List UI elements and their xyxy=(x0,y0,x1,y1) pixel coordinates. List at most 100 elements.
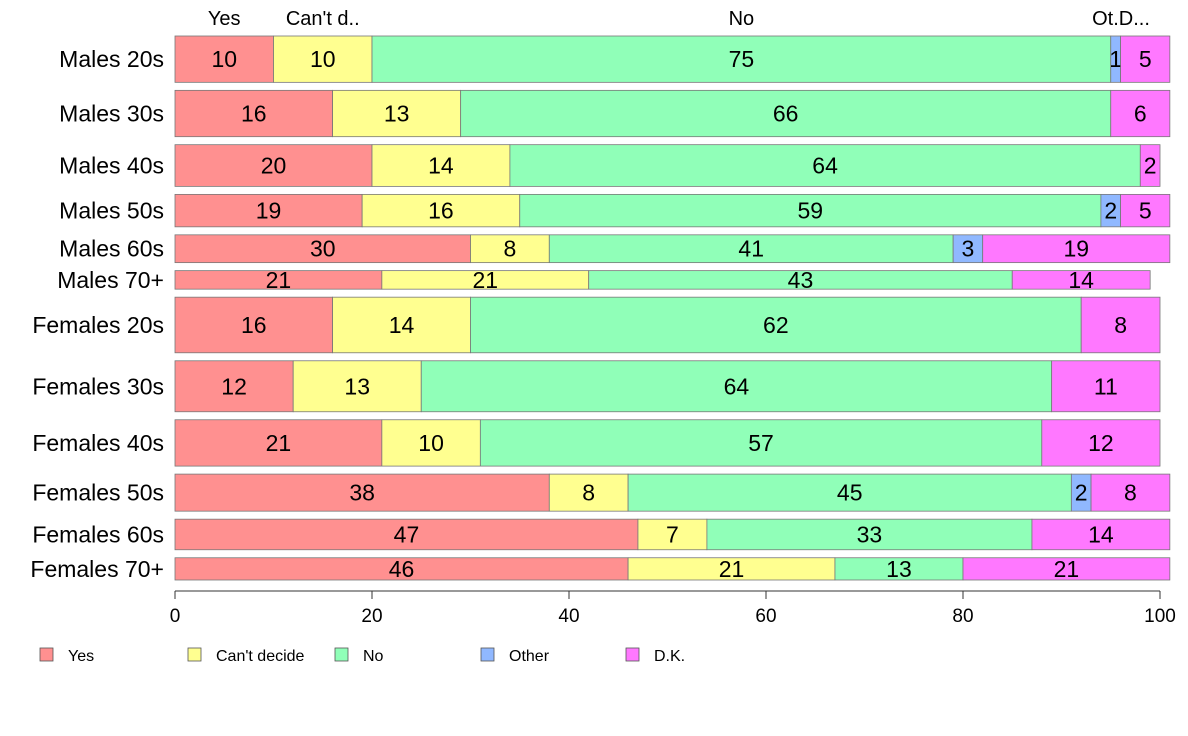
bar-segment-d-k xyxy=(1051,360,1161,413)
data-label: 41 xyxy=(738,236,764,262)
data-label: 75 xyxy=(729,46,755,72)
bar-row-females-70: 46 21 13 21 xyxy=(174,556,1171,582)
data-label: 1 xyxy=(1109,46,1122,72)
bar-segment-no xyxy=(627,473,1072,512)
top-series-label: Ot.D... xyxy=(1092,8,1150,30)
bar-row-males-30s: 16 13 66 6 xyxy=(174,89,1171,138)
bar-segment-d-k xyxy=(1041,419,1161,467)
data-label: 6 xyxy=(1134,101,1147,127)
data-label: 14 xyxy=(389,312,415,338)
legend-label: Other xyxy=(509,648,550,665)
data-label: 2 xyxy=(1075,480,1088,506)
data-label: 66 xyxy=(773,101,799,127)
category-label: Males 30s xyxy=(59,101,164,127)
legend-label: D.K. xyxy=(654,648,685,665)
data-label: 21 xyxy=(719,556,745,582)
data-label: 59 xyxy=(798,198,824,224)
category-label: Males 40s xyxy=(59,153,164,179)
data-label: 14 xyxy=(1088,521,1114,547)
data-label: 5 xyxy=(1139,46,1152,72)
data-label: 11 xyxy=(1094,373,1118,399)
bar-row-females-20s: 16 14 62 8 xyxy=(174,296,1161,354)
legend-item-no: No xyxy=(334,647,384,665)
x-tick-label: 0 xyxy=(170,606,181,627)
bar-segment-no xyxy=(420,360,1053,413)
x-tick-label: 80 xyxy=(952,606,973,627)
x-tick-label: 20 xyxy=(361,606,382,627)
bar-segment-yes xyxy=(174,89,334,138)
x-tick-label: 60 xyxy=(755,606,776,627)
data-label: 13 xyxy=(886,556,912,582)
data-label: 10 xyxy=(310,46,336,72)
bar-segment-other xyxy=(952,234,984,264)
data-label: 19 xyxy=(1063,236,1089,262)
category-label: Females 60s xyxy=(32,521,164,547)
top-series-label: Yes xyxy=(208,8,241,30)
bar-segment-yes xyxy=(174,35,274,83)
data-label: 12 xyxy=(221,373,247,399)
bar-segment-no xyxy=(519,193,1102,228)
data-label: 62 xyxy=(763,312,789,338)
data-label: 21 xyxy=(1054,556,1080,582)
data-label: 64 xyxy=(812,153,838,179)
legend-swatch xyxy=(334,647,349,662)
x-tick-label: 100 xyxy=(1144,606,1176,627)
bar-row-males-40s: 20 14 64 2 xyxy=(174,144,1161,187)
data-label: 30 xyxy=(310,236,336,262)
data-label: 16 xyxy=(428,198,454,224)
bar-segment-can-t-decide xyxy=(371,144,511,187)
bar-segment-can-t-decide xyxy=(332,89,462,138)
data-label: 13 xyxy=(384,101,410,127)
legend-label: Can't decide xyxy=(216,648,305,665)
bar-row-males-60s: 30 8 41 3 19 xyxy=(174,234,1171,264)
category-label: Males 50s xyxy=(59,198,164,224)
bar-segment-d-k xyxy=(1080,296,1161,354)
category-label: Females 20s xyxy=(32,312,164,338)
bar-segment-no xyxy=(509,144,1141,187)
bar-segment-yes xyxy=(174,193,363,228)
legend-item-other: Other xyxy=(480,647,550,665)
data-label: 3 xyxy=(962,236,975,262)
bar-segment-no xyxy=(470,296,1082,354)
data-label: 8 xyxy=(1114,312,1127,338)
data-label: 16 xyxy=(241,312,267,338)
legend-swatch xyxy=(187,647,202,662)
bar-segment-d-k xyxy=(1139,144,1161,187)
category-label: Females 50s xyxy=(32,480,164,506)
data-label: 46 xyxy=(389,556,415,582)
data-label: 33 xyxy=(857,521,883,547)
bar-row-females-40s: 21 10 57 12 xyxy=(174,419,1161,467)
data-label: 10 xyxy=(211,46,237,72)
data-label: 21 xyxy=(472,267,498,293)
bars: 10 10 75 1 516 13 66 620 14 64 219 16 59 2 530 8 41 3 1921… xyxy=(174,35,1171,582)
bar-segment-d-k xyxy=(1120,193,1171,228)
legend-label: Yes xyxy=(68,648,94,665)
data-label: 43 xyxy=(788,267,814,293)
bar-segment-d-k xyxy=(982,234,1171,264)
bar-segment-yes xyxy=(174,473,550,512)
data-label: 57 xyxy=(748,430,774,456)
legend-label: No xyxy=(363,648,384,665)
data-label: 14 xyxy=(428,153,454,179)
legend-swatch xyxy=(39,647,54,662)
data-label: 19 xyxy=(256,198,282,224)
data-label: 64 xyxy=(724,373,750,399)
category-label: Females 70+ xyxy=(30,556,164,582)
legend-item-yes: Yes xyxy=(39,647,94,665)
legend-swatch xyxy=(480,647,495,662)
bar-row-males-70: 21 21 43 14 xyxy=(174,267,1151,293)
data-label: 2 xyxy=(1104,198,1117,224)
bar-row-males-20s: 10 10 75 1 5 xyxy=(174,35,1171,83)
data-label: 7 xyxy=(666,521,679,547)
data-label: 5 xyxy=(1139,198,1152,224)
bar-row-males-50s: 19 16 59 2 5 xyxy=(174,193,1171,228)
data-label: 8 xyxy=(1124,480,1137,506)
data-label: 16 xyxy=(241,101,267,127)
data-label: 8 xyxy=(504,236,517,262)
data-label: 10 xyxy=(418,430,444,456)
bar-segment-no xyxy=(371,35,1112,83)
x-tick-label: 40 xyxy=(558,606,579,627)
bar-segment-can-t-decide xyxy=(381,419,481,467)
y-axis-labels: Males 20s Males 30s Males 40s Males 50s Male… xyxy=(30,46,164,582)
